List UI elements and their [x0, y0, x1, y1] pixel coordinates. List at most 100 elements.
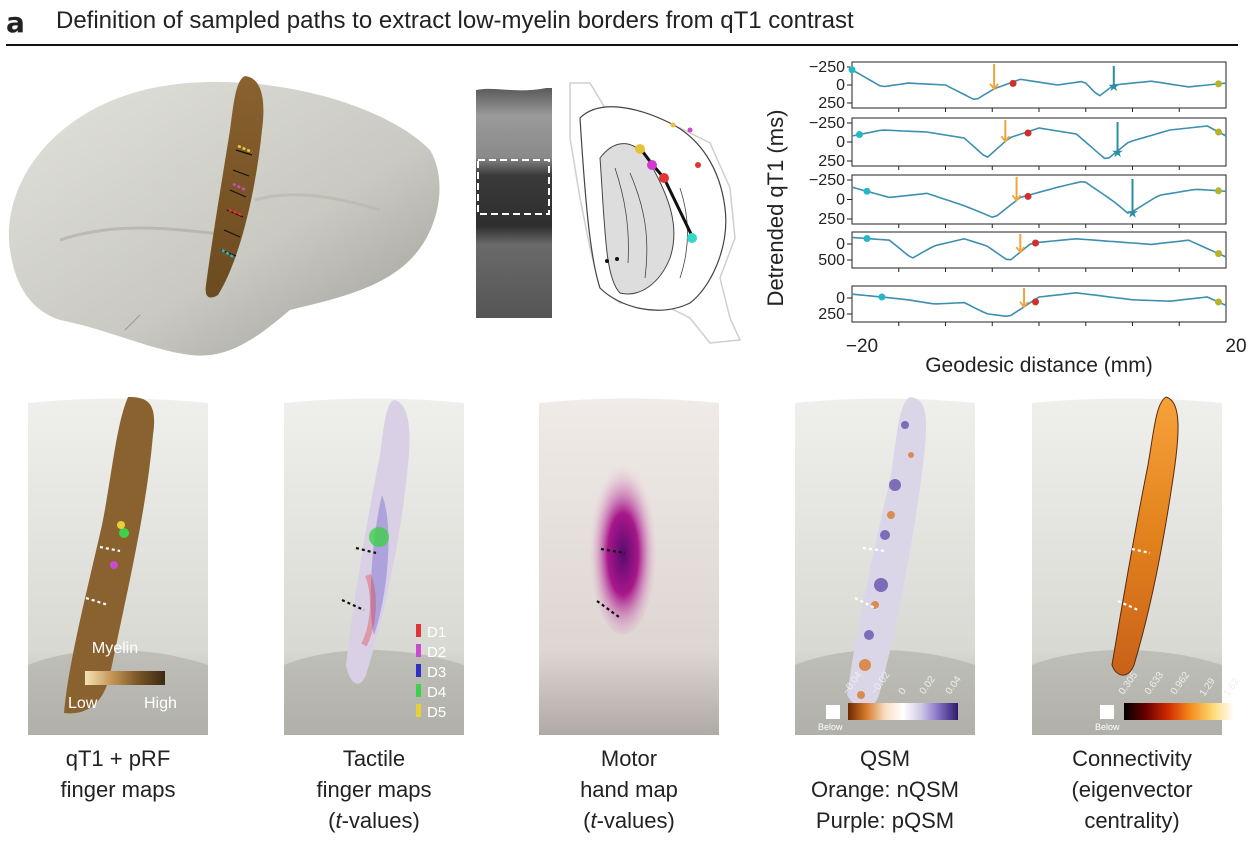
caption-line: (t-values)	[328, 808, 420, 833]
mri-profile-image	[476, 88, 552, 318]
teal-marker	[687, 233, 697, 243]
caption-line: Connectivity	[1072, 746, 1192, 771]
border-marker	[1024, 129, 1032, 137]
hand-area-sketch	[569, 82, 742, 344]
minimum-arrowhead	[1011, 194, 1022, 202]
end-marker	[1215, 298, 1223, 306]
digit-legend-d3: D3	[416, 664, 466, 684]
caption-line: finger maps	[316, 777, 432, 802]
start-marker	[863, 187, 871, 195]
caption-suffix: -values)	[341, 808, 420, 833]
y-axis-label: Detrended qT1 (ms)	[763, 109, 788, 307]
profile-line	[851, 291, 1227, 318]
conn-colorbar	[1124, 703, 1234, 720]
star-marker: ★	[1108, 78, 1121, 94]
y-tick-label: −250	[809, 60, 845, 76]
figure-title: Definition of sampled paths to extract l…	[56, 7, 854, 34]
d5-marker	[635, 144, 645, 154]
y-tick-label: 250	[818, 211, 845, 228]
d1-marker	[659, 173, 669, 183]
caption-connectivity: Connectivity (eigenvector centrality)	[1022, 743, 1242, 836]
caption-motor: Motor hand map (t-values)	[519, 743, 739, 836]
profile-line	[851, 236, 1227, 261]
myelin-legend-title: Myelin	[91, 640, 139, 657]
caption-italic-t: t	[335, 808, 342, 833]
y-tick-label: 0	[836, 192, 845, 209]
d2-marker	[647, 160, 657, 170]
minimum-arrowhead	[989, 83, 999, 91]
caption-tactile: Tactile finger maps (t-values)	[264, 743, 484, 836]
y-tick-label: 250	[818, 306, 845, 323]
minimum-arrowhead	[1000, 135, 1011, 143]
y-tick-label: 0	[836, 290, 845, 307]
conn-below-swatch	[1100, 705, 1114, 719]
profile-frame	[851, 61, 1227, 109]
brain-surface-image	[8, 76, 440, 356]
y-tick-label: 0	[836, 77, 845, 94]
myelin-low-label: Low	[68, 695, 98, 712]
x-tick-label: 20	[1225, 336, 1246, 357]
minimum-arrowhead	[1019, 301, 1029, 309]
caption-qsm: QSM Orange: nQSM Purple: pQSM	[775, 743, 995, 836]
digit-legend-d2: D2	[416, 644, 466, 664]
profile-frame	[851, 117, 1227, 167]
y-tick-label: 0	[836, 236, 845, 253]
y-tick-label: −250	[809, 115, 845, 132]
start-marker	[863, 235, 871, 243]
caption-line: Motor	[600, 746, 658, 771]
caption-line: (t-values)	[583, 808, 675, 833]
caption-line: QSM	[859, 746, 911, 771]
digit-legend-d5: D5	[416, 704, 466, 724]
start-marker	[855, 131, 863, 138]
star-marker: ★	[1126, 205, 1139, 221]
border-marker	[1009, 79, 1017, 87]
caption-suffix: -values)	[596, 808, 675, 833]
caption-line: centrality)	[1084, 808, 1180, 833]
myelin-high-label: High	[144, 695, 177, 712]
digit-legend-d4: D4	[416, 684, 466, 704]
y-tick-label: 500	[818, 252, 845, 269]
border-marker	[1032, 298, 1040, 306]
caption-italic-t: t	[590, 808, 597, 833]
border-marker	[1024, 192, 1032, 200]
end-marker	[1215, 128, 1223, 136]
profile-frame	[851, 174, 1227, 225]
caption-line: hand map	[580, 777, 678, 802]
start-marker	[848, 66, 856, 74]
caption-line: Tactile	[342, 746, 406, 771]
qsm-below-swatch	[826, 705, 840, 719]
end-marker	[1215, 80, 1223, 88]
conn-below-label: Below	[1095, 722, 1120, 732]
profile-frame	[851, 285, 1227, 323]
caption-line: Orange: nQSM	[811, 777, 959, 802]
caption-line: finger maps	[60, 777, 176, 802]
y-tick-label: 0	[836, 134, 845, 151]
end-marker	[1215, 187, 1223, 195]
start-marker	[878, 293, 886, 301]
panel-qt1-prf	[28, 397, 208, 735]
myelin-colorbar	[85, 671, 165, 685]
x-axis-label: Geodesic distance (mm)	[925, 354, 1153, 377]
caption-line: (eigenvector	[1071, 777, 1193, 802]
border-marker	[1032, 239, 1040, 247]
x-tick-label: −20	[846, 336, 878, 357]
y-tick-label: 250	[818, 95, 845, 112]
digit-legend: D1 D2 D3 D4 D5	[416, 624, 466, 724]
title-divider	[6, 44, 1238, 46]
caption-qt1-prf: qT1 + pRF finger maps	[8, 743, 228, 805]
panel-motor	[539, 398, 719, 735]
minimum-arrowhead	[1015, 246, 1026, 254]
caption-line: qT1 + pRF	[65, 746, 171, 771]
profile-frame	[851, 231, 1227, 269]
profile-line	[851, 180, 1227, 219]
caption-line: Purple: pQSM	[815, 808, 955, 833]
panel-letter: a	[6, 6, 25, 39]
star-marker: ★	[1111, 144, 1124, 160]
end-marker	[1215, 250, 1223, 258]
qsm-colorbar	[848, 703, 958, 720]
digit-legend-d1: D1	[416, 624, 466, 644]
y-tick-label: 250	[818, 153, 845, 170]
qsm-below-label: Below	[818, 722, 843, 732]
y-tick-label: −250	[809, 172, 845, 189]
